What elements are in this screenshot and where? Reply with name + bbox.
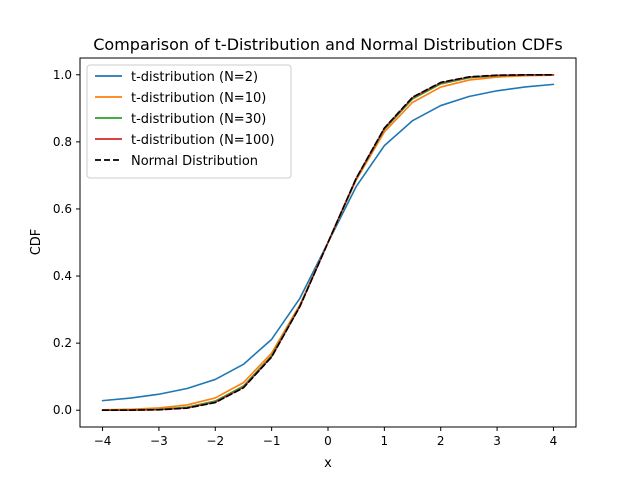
legend-label: t-distribution (N=30) [131,112,266,127]
series-line-5 [101,73,555,412]
y-axis: 0.0 0.2 0.4 0.6 0.8 1.0 [53,68,80,417]
x-tick-label: −4 [94,434,112,448]
x-tick-label: 4 [550,434,558,448]
legend-label: t-distribution (N=2) [131,70,258,85]
y-tick-label: 0.6 [53,202,72,216]
series-group [101,73,555,412]
legend-box [86,64,292,179]
y-tick-label: 0.4 [53,269,72,283]
y-tick-label: 1.0 [53,68,72,82]
x-tick-label: 0 [324,434,332,448]
y-tick-label: 0.0 [53,403,72,417]
legend: t-distribution (N=2) t-distribution (N=10… [86,64,292,179]
x-axis-label: x [324,456,332,471]
x-tick-label: −3 [150,434,168,448]
legend-label: t-distribution (N=100) [131,133,275,148]
y-tick-label: 0.8 [53,135,72,149]
legend-label: t-distribution (N=10) [131,91,266,106]
y-tick-label: 0.2 [53,336,72,350]
y-axis-label: CDF [29,229,44,256]
chart-title: Comparison of t-Distribution and Normal … [93,35,563,54]
x-tick-label: 2 [437,434,445,448]
x-tick-label: 1 [381,434,389,448]
x-tick-label: −1 [263,434,281,448]
x-tick-label: −2 [206,434,224,448]
x-tick-label: 3 [493,434,501,448]
legend-label: Normal Distribution [131,154,258,169]
x-axis: −4 −3 −2 −1 0 1 2 3 4 [94,427,558,448]
